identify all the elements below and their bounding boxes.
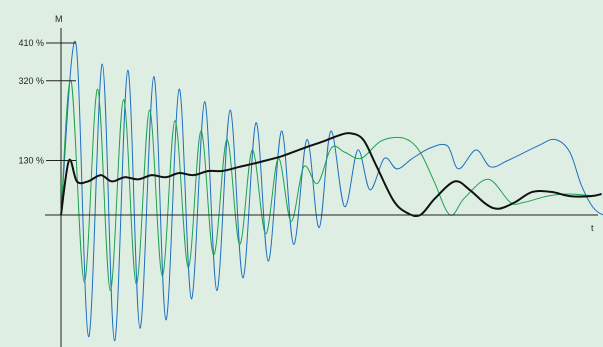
series-line-2 bbox=[60, 79, 596, 292]
y-tick-label: 130 % bbox=[18, 155, 44, 165]
tick-layer: 410 % 320 % 130 % bbox=[18, 38, 76, 165]
y-axis-title: M bbox=[55, 14, 63, 24]
series-layer bbox=[60, 40, 603, 342]
y-tick-label: 410 % bbox=[18, 38, 44, 48]
y-tick-label: 320 % bbox=[18, 76, 44, 86]
series-line-3 bbox=[60, 132, 602, 218]
series-line-1 bbox=[60, 40, 603, 342]
x-axis-title: t bbox=[591, 223, 594, 233]
